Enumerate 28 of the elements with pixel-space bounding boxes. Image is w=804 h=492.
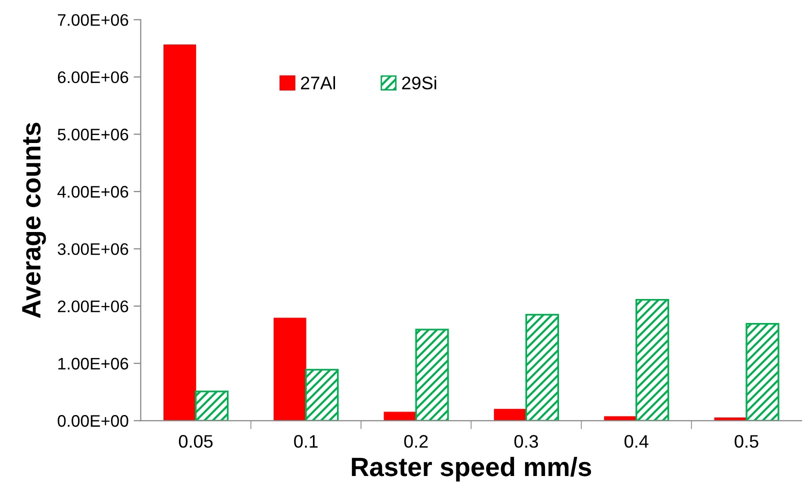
y-tick-label: 3.00E+06 [58, 243, 128, 256]
y-tick-label: 4.00E+06 [57, 186, 128, 198]
x-tick-label: 0.3 [514, 435, 538, 448]
x-axis-title: Raster speed mm/s [352, 456, 592, 482]
y-tick-label: 5.00E+06 [58, 128, 128, 140]
y-tick-label: 6.00E+06 [58, 71, 128, 84]
bar [415, 328, 449, 421]
y-tick-label: 0.00E+00 [58, 415, 128, 427]
bar [194, 390, 229, 421]
y-axis-title: Average counts [22, 122, 46, 318]
y-tick-label: 7.00E+06 [58, 14, 128, 26]
x-tick-label: 0.2 [404, 435, 428, 448]
bar [274, 318, 306, 421]
bar [525, 314, 559, 421]
bar [636, 298, 670, 421]
x-tick-label: 0.1 [294, 435, 318, 448]
legend-label: 27Al [300, 76, 336, 90]
y-tick-label: 1.00E+06 [58, 358, 128, 370]
bar [163, 44, 196, 421]
x-tick-label: 0.5 [734, 435, 758, 448]
bar [384, 412, 416, 421]
y-tick-label: 2.00E+06 [58, 300, 128, 312]
x-tick-label: 0.05 [178, 435, 213, 448]
bar [305, 368, 339, 421]
bar [494, 408, 527, 421]
x-tick-label: 0.4 [624, 435, 648, 448]
legend-label: 29Si [402, 76, 436, 90]
bar [746, 323, 780, 421]
